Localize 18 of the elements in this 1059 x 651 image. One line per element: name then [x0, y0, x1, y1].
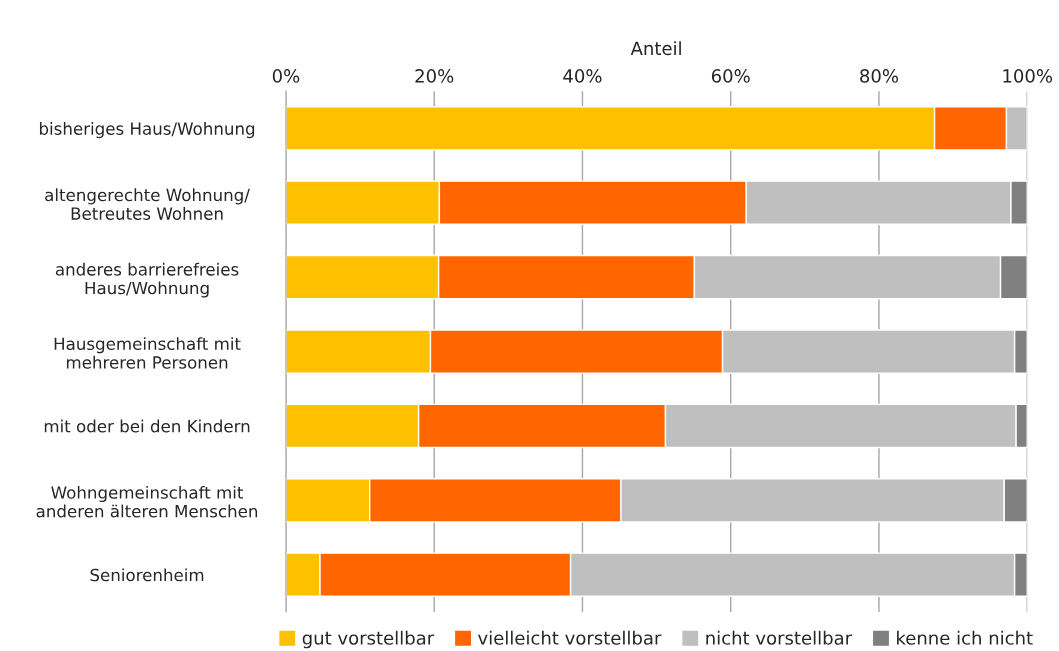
x-tick-label: 60%	[711, 69, 750, 83]
legend-label: gut vorstellbar	[302, 630, 435, 649]
legend-label: vielleicht vorstellbar	[478, 630, 662, 645]
legend-label: kenne ich nicht	[897, 630, 1033, 645]
y-tick-label: mit oder bei den Kindern	[44, 419, 250, 433]
x-axis-title: Anteil	[630, 41, 681, 56]
y-tick-label: bisheriges Haus/Wohnung	[39, 122, 255, 139]
x-tick-label: 80%	[860, 69, 899, 83]
y-tick-label: Seniorenheim	[90, 568, 204, 582]
legend-label: nicht vorstellbar	[706, 630, 853, 645]
y-tick-label: Hausgemeinschaft mit mehreren Personen	[54, 337, 241, 369]
x-tick-label: 100%	[1003, 69, 1053, 83]
y-tick-label: Wohngemeinschaft mit anderen älteren Menschen	[36, 485, 258, 518]
x-tick-label: 20%	[415, 69, 454, 83]
x-tick-label: 40%	[563, 69, 602, 83]
x-tick-label: 0%	[272, 69, 300, 83]
y-tick-label: anderes barrierefreies Haus/Wohnung	[55, 262, 239, 298]
y-tick-label: altengerechte Wohnung/ Betreutes Wohnen	[45, 188, 250, 220]
